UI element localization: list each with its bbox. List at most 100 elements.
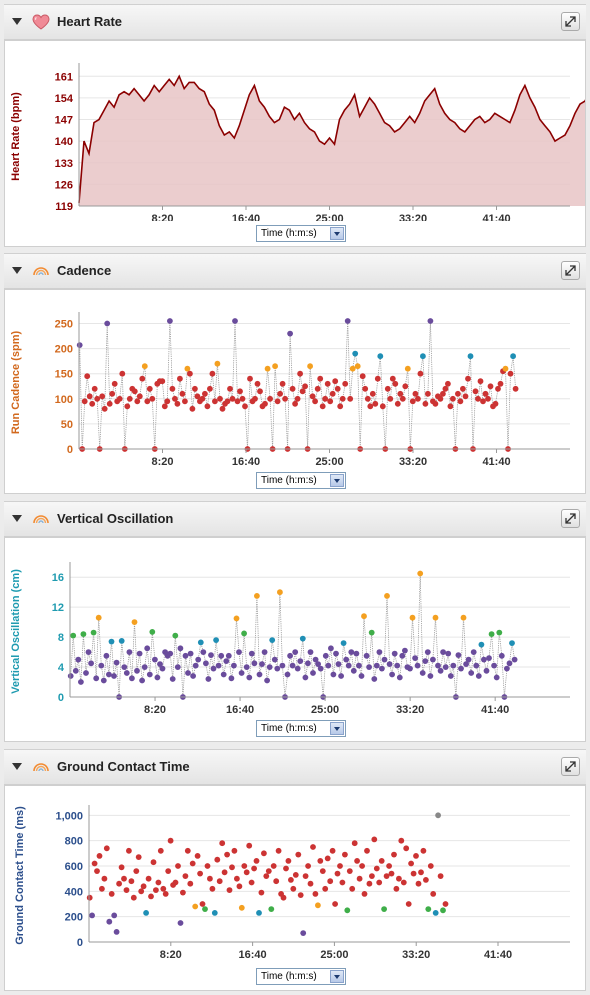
data-point: [279, 662, 286, 669]
collapse-triangle-icon[interactable]: [12, 18, 22, 25]
data-point: [493, 674, 500, 681]
data-point: [394, 662, 401, 669]
x-tick-label: 41:40: [481, 704, 509, 716]
data-point: [257, 388, 263, 395]
x-axis-selector[interactable]: Time (h:m:s): [256, 720, 346, 737]
data-point: [274, 398, 281, 405]
data-point: [131, 388, 138, 395]
data-point: [265, 868, 272, 874]
data-point: [149, 395, 156, 402]
data-point: [214, 856, 221, 863]
collapse-triangle-icon[interactable]: [12, 515, 22, 522]
data-point: [435, 662, 441, 669]
expand-button[interactable]: [561, 509, 580, 528]
y-tick-label: 1,000: [55, 810, 83, 822]
data-point: [330, 671, 337, 678]
data-point: [144, 645, 151, 652]
data-point: [242, 403, 248, 410]
data-point: [116, 880, 122, 887]
data-point: [91, 385, 98, 392]
data-point: [264, 677, 270, 684]
data-point: [89, 912, 95, 919]
vertical-oscillation-chart[interactable]: 0 4 8 12 16 8:20 16:40 25:00 33:20 41:40 Vertical …: [5, 538, 585, 718]
expand-button[interactable]: [561, 261, 580, 280]
data-point: [483, 667, 490, 674]
data-point: [366, 880, 373, 887]
data-point: [349, 365, 356, 372]
data-point: [211, 910, 218, 916]
data-point: [412, 390, 419, 397]
data-point: [335, 661, 342, 667]
data-point: [88, 660, 94, 667]
y-tick-label: 600: [65, 861, 83, 873]
chevron-down-icon[interactable]: [330, 227, 344, 240]
chevron-down-icon[interactable]: [330, 970, 344, 983]
chevron-down-icon[interactable]: [330, 722, 344, 735]
heart-rate-chart[interactable]: 119 126 133 140 147 154 161 8:20 16:40 25:00 33:20…: [5, 41, 590, 225]
chevron-down-icon[interactable]: [330, 474, 344, 487]
collapse-triangle-icon[interactable]: [12, 267, 22, 274]
y-tick-label: 154: [55, 93, 74, 105]
data-point: [190, 673, 197, 679]
data-point: [319, 868, 326, 874]
data-point: [155, 879, 162, 886]
y-axis-title: Vertical Oscillation (cm): [10, 569, 22, 694]
data-point: [399, 395, 406, 402]
data-point: [315, 902, 321, 909]
data-point: [486, 655, 492, 661]
data-point: [369, 390, 376, 397]
panel-header[interactable]: Heart Rate: [4, 4, 586, 40]
ground-contact-time-chart[interactable]: 0 200 400 600 800 1,000 8:20 16:40 25:00 33:20 41:…: [5, 786, 585, 966]
data-point: [111, 380, 118, 387]
data-point: [89, 400, 96, 407]
panel-header[interactable]: Ground Contact Time: [4, 749, 586, 785]
data-point: [153, 887, 159, 893]
data-point: [420, 353, 426, 360]
x-axis-selector[interactable]: Time (h:m:s): [256, 472, 346, 489]
data-point: [217, 395, 223, 402]
heart-icon: [32, 14, 50, 30]
data-point: [387, 395, 394, 402]
data-point: [295, 851, 302, 858]
data-point: [403, 845, 410, 852]
data-point: [182, 652, 189, 659]
data-point: [197, 639, 204, 646]
data-point: [350, 667, 357, 674]
expand-button[interactable]: [561, 12, 580, 31]
cadence-chart[interactable]: 0 50 100 150 200 250 8:20 16:40 25:00 33:20 41:40 R…: [5, 290, 585, 470]
panel-header[interactable]: Cadence: [4, 253, 586, 289]
y-tick-label: 200: [65, 912, 83, 924]
expand-arrows-icon: [565, 16, 576, 27]
data-point: [285, 858, 292, 864]
data-point: [139, 375, 146, 382]
data-point: [141, 363, 148, 370]
data-point: [266, 664, 273, 670]
expand-button[interactable]: [561, 757, 580, 776]
collapse-triangle-icon[interactable]: [12, 763, 22, 770]
data-point: [101, 405, 108, 412]
data-point: [402, 647, 408, 654]
panel-header[interactable]: Vertical Oscillation: [4, 501, 586, 537]
data-point: [144, 398, 151, 405]
data-point: [491, 662, 497, 669]
data-point: [219, 405, 226, 412]
data-point: [302, 383, 308, 390]
data-point: [101, 875, 108, 882]
data-point: [229, 864, 235, 871]
data-point: [199, 395, 206, 402]
data-point: [425, 906, 432, 912]
data-point: [510, 353, 516, 360]
data-point: [149, 629, 156, 635]
data-point: [167, 650, 174, 657]
data-point: [339, 395, 346, 402]
data-point: [317, 665, 324, 672]
data-point: [254, 380, 261, 387]
x-axis-selector[interactable]: Time (h:m:s): [256, 225, 346, 242]
data-point: [413, 853, 419, 859]
data-point: [177, 375, 183, 382]
x-axis-selector[interactable]: Time (h:m:s): [256, 968, 346, 985]
data-point: [430, 891, 437, 897]
data-point: [160, 885, 167, 892]
data-point: [108, 638, 115, 645]
data-point: [314, 385, 321, 392]
